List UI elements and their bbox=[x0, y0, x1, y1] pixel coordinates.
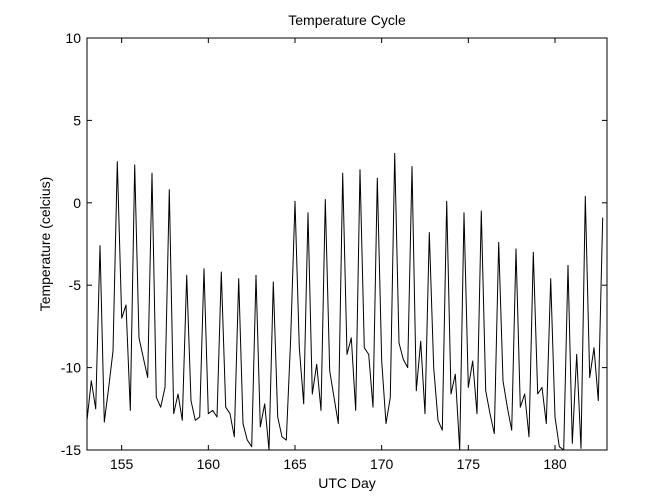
y-tick-label: 10 bbox=[65, 30, 81, 46]
x-tick-label: 175 bbox=[457, 456, 481, 472]
x-axis: 155 160 165 170 175 180 bbox=[110, 38, 567, 472]
y-axis: -15 -10 -5 0 5 10 bbox=[61, 30, 607, 458]
series-line bbox=[86, 152, 604, 451]
plot-area bbox=[87, 38, 607, 450]
x-tick-label: 165 bbox=[283, 456, 307, 472]
y-tick-label: -15 bbox=[61, 442, 81, 458]
x-tick-label: 155 bbox=[110, 456, 134, 472]
y-axis-label: Temperature (celcius) bbox=[37, 177, 53, 312]
chart-title: Temperature Cycle bbox=[288, 12, 406, 28]
x-tick-label: 160 bbox=[197, 456, 221, 472]
y-tick-label: -5 bbox=[69, 277, 82, 293]
x-axis-label: UTC Day bbox=[318, 475, 376, 491]
x-tick-label: 170 bbox=[370, 456, 394, 472]
y-tick-label: 5 bbox=[73, 112, 81, 128]
series-layer bbox=[86, 152, 604, 451]
axes-box bbox=[86, 37, 608, 451]
y-tick-label: -10 bbox=[61, 360, 81, 376]
y-tick-label: 0 bbox=[73, 195, 81, 211]
x-tick-label: 180 bbox=[543, 456, 567, 472]
